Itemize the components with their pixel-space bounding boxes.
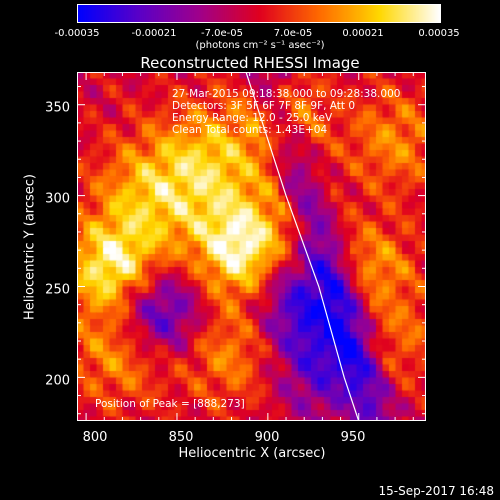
solar-limb-curve — [245, 72, 360, 421]
info-clean-counts: Clean Total counts: 1.43E+04 — [172, 124, 328, 136]
x-axis-label: Heliocentric X (arcsec) — [178, 446, 326, 461]
plot-area: 27-Mar-2015 09:18:38.000 to 09:28:38.000… — [77, 72, 426, 421]
y-tick-label: 200 — [45, 373, 70, 389]
y-axis-label: Heliocentric Y (arcsec) — [22, 174, 38, 320]
axis-tickmarks — [77, 72, 426, 421]
x-tick-label: 850 — [168, 430, 194, 445]
chart-title: Reconstructed RHESSI Image — [140, 54, 360, 72]
colorbar-tick: -0.00021 — [131, 28, 177, 39]
colorbar — [77, 4, 441, 23]
plot-border — [77, 72, 426, 421]
info-detectors: Detectors: 3F 5F 6F 7F 8F 9F, Att 0 — [172, 100, 356, 112]
heatmap-image — [77, 72, 426, 421]
plot-datestamp: 15-Sep-2017 16:48 — [378, 484, 494, 498]
colorbar-tick: 0.00035 — [418, 28, 460, 39]
colorbar-tick: -7.0e-05 — [201, 28, 243, 39]
y-tick-label: 350 — [45, 100, 70, 116]
peak-position-label: Position of Peak = [888,273] — [95, 398, 245, 410]
colorbar-tick: 0.00021 — [342, 28, 384, 39]
colorbar-tick: 7.0e-05 — [273, 28, 313, 39]
y-tick-label: 300 — [45, 191, 70, 207]
info-time-range: 27-Mar-2015 09:18:38.000 to 09:28:38.000 — [172, 88, 401, 100]
info-energy-range: Energy Range: 12.0 - 25.0 keV — [172, 112, 333, 124]
x-tick-label: 950 — [340, 430, 366, 445]
colorbar-tick: -0.00035 — [54, 28, 100, 39]
colorbar-units: (photons cm⁻² s⁻¹ asec⁻²) — [195, 40, 325, 51]
y-tick-label: 250 — [45, 282, 70, 298]
x-tick-label: 800 — [82, 430, 108, 445]
x-tick-label: 900 — [254, 430, 280, 445]
plot-overlay — [77, 72, 426, 421]
